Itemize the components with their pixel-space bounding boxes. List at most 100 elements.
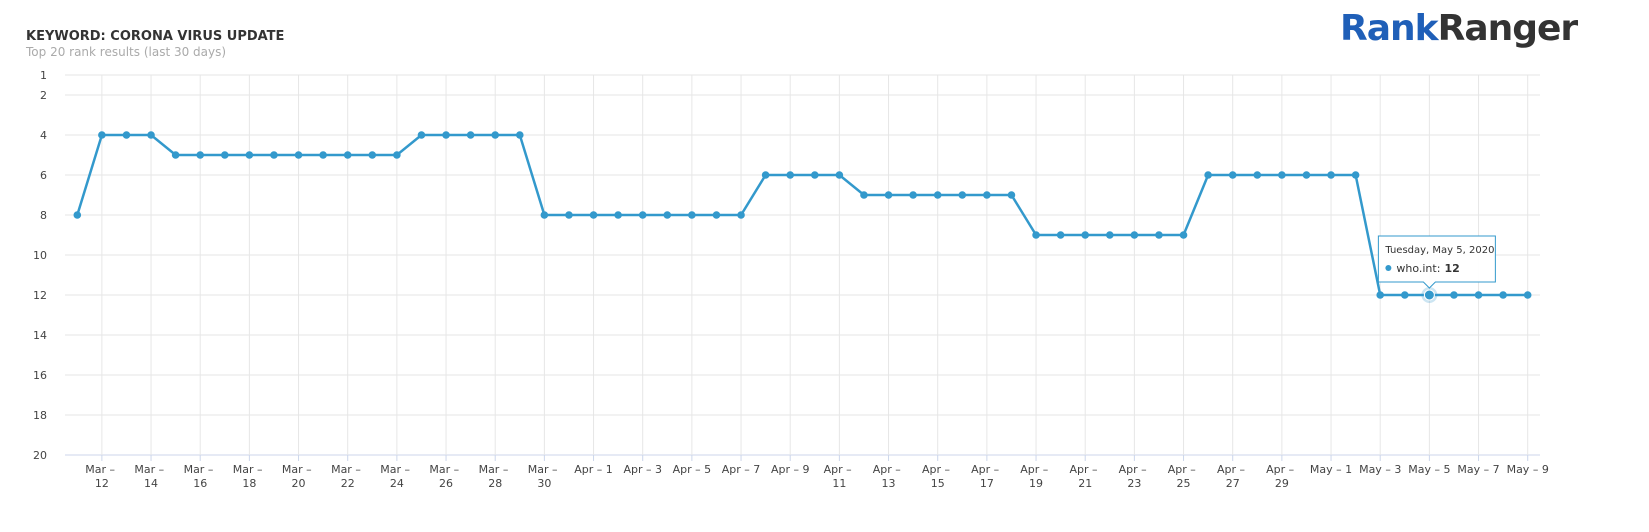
tooltip-line: who.int: 12 [1396,262,1459,275]
point [171,151,180,159]
x-tick-label: Mar – 28 [479,463,512,490]
point [1327,171,1335,179]
point [1032,231,1040,239]
point [1105,231,1114,239]
x-tick-label: Mar – 24 [380,463,413,490]
point [1278,171,1286,179]
logo-part: Ranger [1438,8,1579,49]
point [614,211,622,219]
tooltip-date: Tuesday, May 5, 2020 [1384,245,1494,256]
x-tick-label: May – 5 [1408,463,1450,476]
point [688,211,696,219]
x-tick-label: Apr – 5 [673,463,712,476]
point [860,191,868,199]
point [1179,231,1188,239]
chart-title: KEYWORD: CORONA VIRUS UPDATE [26,29,284,44]
point [1474,291,1483,299]
point [343,151,352,159]
point [540,211,549,219]
point [565,211,573,219]
x-tick-label: Apr – 9 [771,463,810,476]
y-tick-label: 4 [40,129,47,142]
point [663,211,672,219]
x-tick-label: Apr – 27 [1217,463,1249,490]
x-tick-label: Mar – 20 [282,463,315,490]
x-tick-label: Apr – 7 [722,463,761,476]
point [1007,191,1016,199]
chart-subtitle: Top 20 rank results (last 30 days) [25,45,226,59]
x-tick-label: Mar – 30 [528,463,561,490]
point [442,131,450,139]
y-tick-label: 6 [40,169,47,182]
y-tick-label: 20 [33,449,47,462]
x-tick-label: Mar – 12 [85,463,118,490]
x-tick-label: Mar – 14 [134,463,167,490]
point [1376,291,1385,299]
x-tick-label: Apr – 19 [1020,463,1052,490]
point [73,211,82,219]
series-line [76,133,1528,297]
y-tick-label: 2 [40,89,47,102]
logo: RankRanger [1340,8,1578,49]
x-tick-label: Apr – 13 [873,463,905,490]
point [1351,171,1360,179]
point [638,211,647,219]
x-tick-label: Mar – 16 [184,463,217,490]
x-tick-label: Apr – 1 [574,463,613,476]
x-tick-label: Mar – 22 [331,463,364,490]
point [1450,291,1458,299]
point [270,151,278,159]
point [319,151,327,159]
point [491,131,500,139]
point [245,151,254,159]
point [220,151,229,159]
tooltip-label: who.int: [1396,262,1440,275]
point [294,151,303,159]
y-tick-label: 18 [33,409,47,422]
y-tick-label: 12 [33,289,47,302]
point [196,151,205,159]
point [1155,231,1163,239]
x-tick-label: Apr – 25 [1168,463,1200,490]
x-tick-label: Apr – 11 [824,463,856,490]
point [417,131,426,139]
point [958,191,967,199]
x-tick-label: Apr – 15 [922,463,954,490]
point [1228,171,1237,179]
x-tick-label: Apr – 23 [1119,463,1151,490]
point [515,131,524,139]
point [1423,289,1435,301]
point [393,151,401,159]
point [368,151,377,159]
x-tick-label: Apr – 29 [1266,463,1298,490]
logo-part: Rank [1340,8,1440,49]
x-tick-label: May – 7 [1457,463,1499,476]
x-tick-label: Apr – 3 [623,463,662,476]
point [147,131,155,139]
point [884,191,893,199]
point [1204,171,1212,179]
x-tick-label: May – 3 [1359,463,1401,476]
y-tick-label: 14 [33,329,47,342]
point [933,191,942,199]
y-tick-label: 1 [40,69,47,82]
x-tick-label: Apr – 17 [971,463,1003,490]
point [589,211,598,219]
y-tick-label: 10 [33,249,47,262]
y-tick-label: 16 [33,369,47,382]
point [122,131,131,139]
point [98,131,106,139]
point [835,171,844,179]
point [810,171,819,179]
point [761,171,770,179]
point [712,211,721,219]
point [1253,171,1262,179]
point [466,131,475,139]
x-tick-label: Mar – 26 [429,463,462,490]
point [1056,231,1065,239]
y-tick-label: 8 [40,209,47,222]
x-tick-label: May – 1 [1310,463,1352,476]
point [983,191,991,199]
point [1523,291,1532,299]
